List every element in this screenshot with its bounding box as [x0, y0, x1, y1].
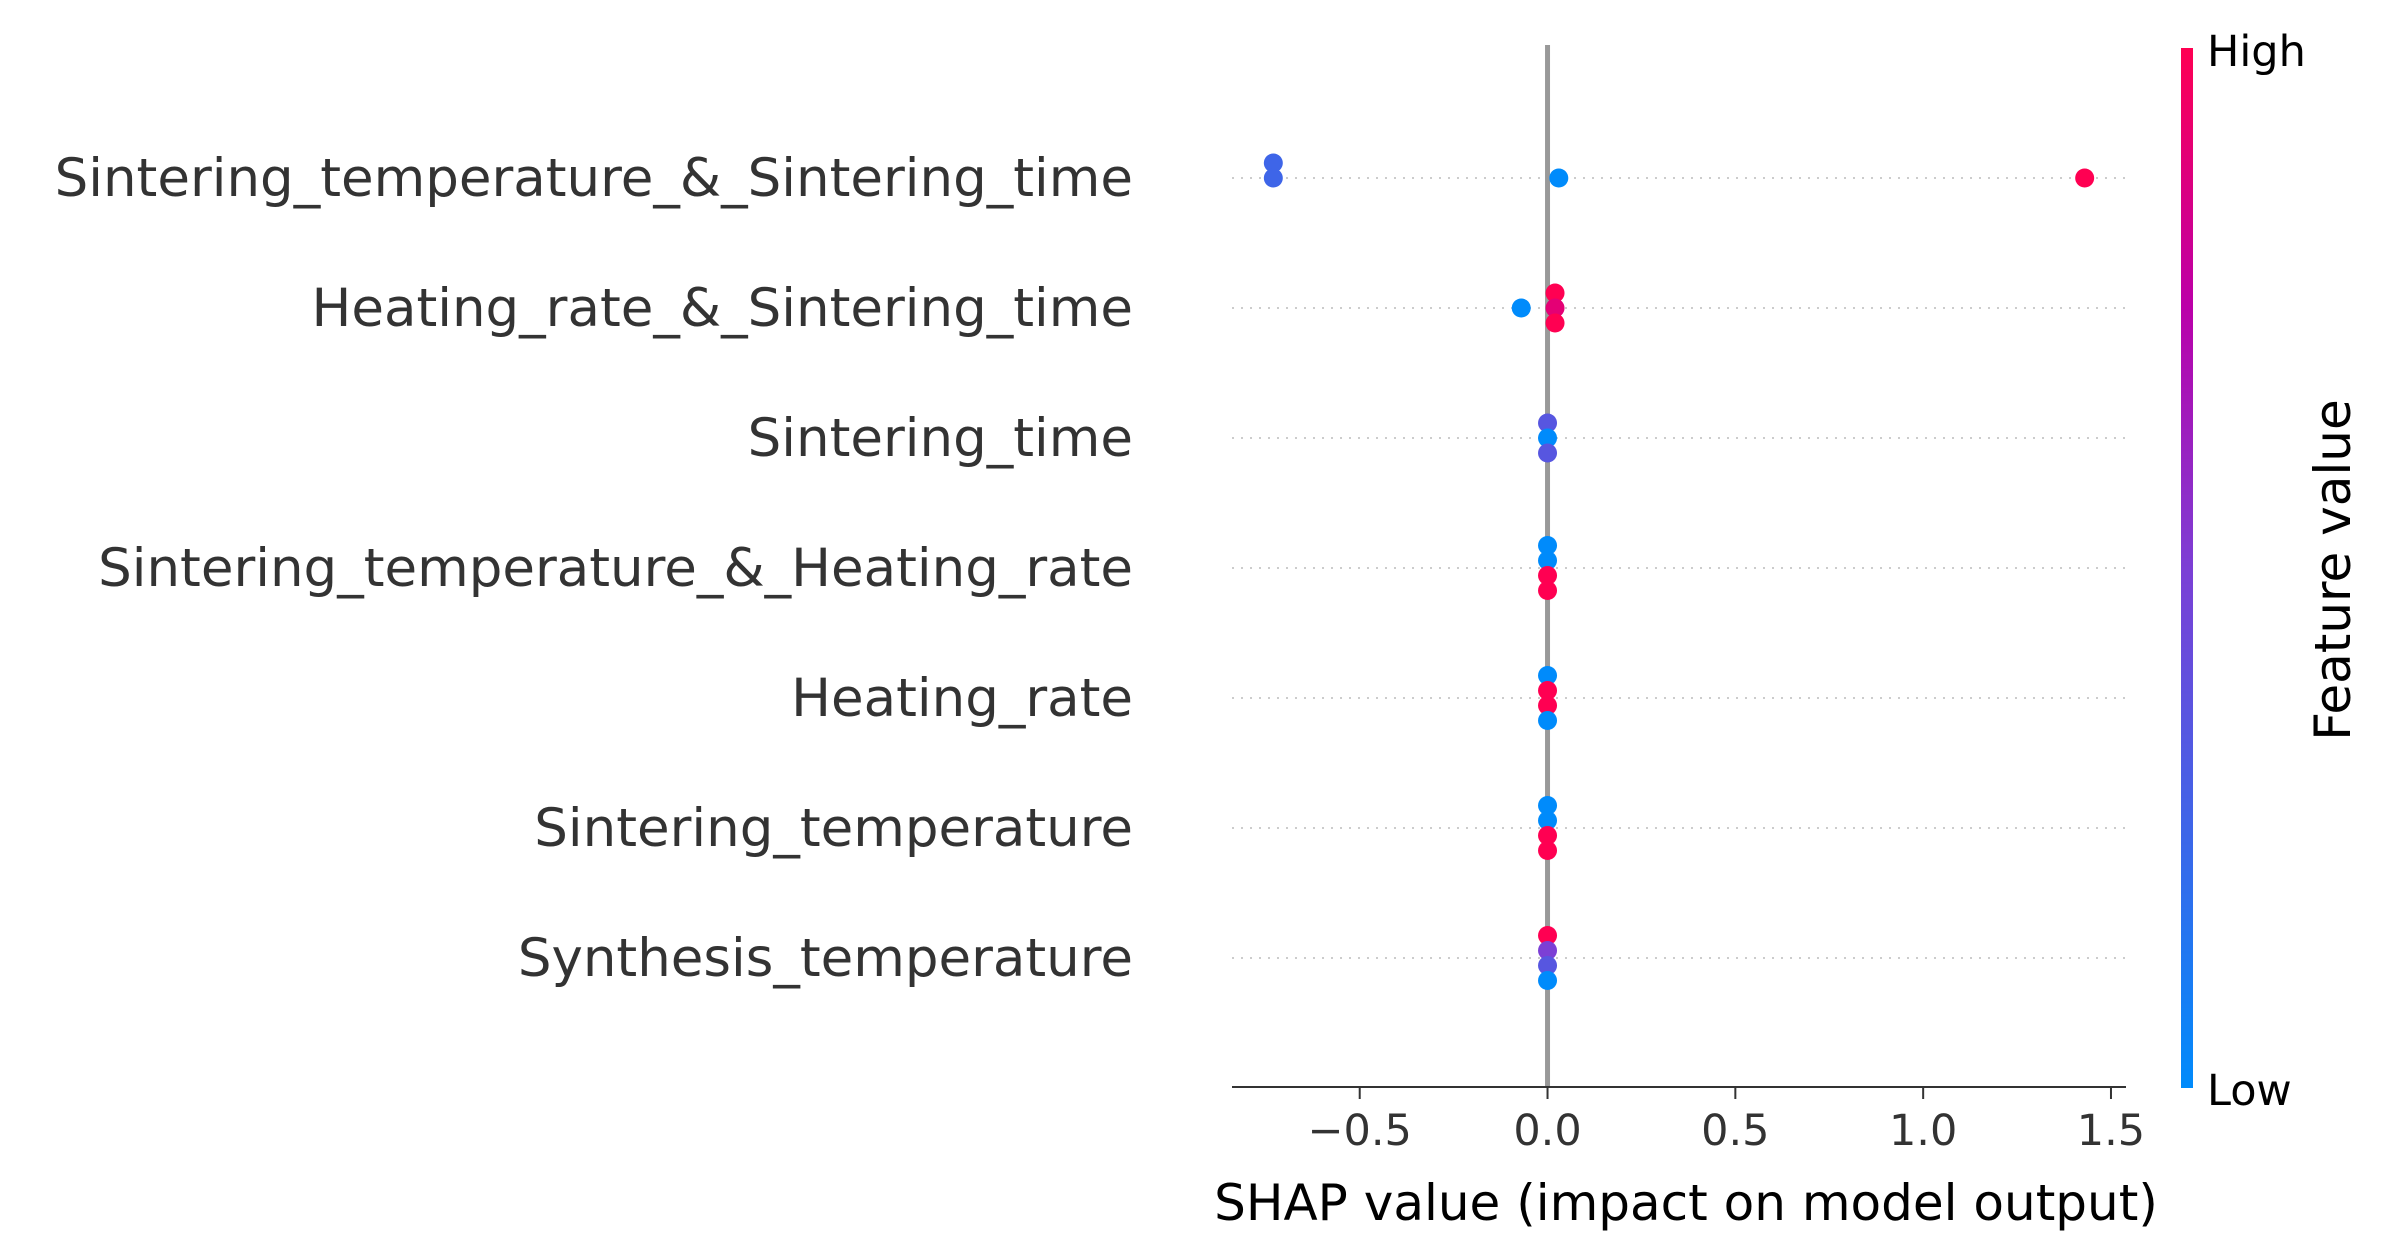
feature-label: Sintering_temperature_&_Heating_rate	[98, 538, 1133, 599]
colorbar-low-label: Low	[2207, 1066, 2292, 1116]
feature-labels: Sintering_temperature_&_Sintering_time He…	[55, 148, 1133, 989]
shap-point	[1545, 298, 1565, 318]
shap-point	[1538, 841, 1558, 860]
x-axis-label: SHAP value (impact on model output)	[1214, 1174, 2158, 1232]
shap-point	[1538, 941, 1558, 960]
shap-points	[1263, 153, 2095, 990]
shap-point	[1538, 971, 1558, 990]
shap-point	[1545, 283, 1565, 303]
x-tick-label: 1.5	[2077, 1106, 2145, 1156]
shap-point	[1538, 666, 1558, 685]
shap-point	[1538, 566, 1558, 585]
shap-point	[1538, 581, 1558, 600]
x-tick-label: 0.5	[1701, 1106, 1769, 1156]
feature-label: Sintering_temperature	[534, 798, 1133, 859]
x-tick-label: 1.0	[1889, 1106, 1957, 1156]
shap-point	[1538, 413, 1558, 433]
shap-point	[1538, 811, 1558, 830]
feature-label: Synthesis_temperature	[518, 928, 1133, 989]
shap-point	[1263, 168, 1283, 188]
feature-label: Sintering_time	[748, 408, 1133, 469]
x-axis-ticks: −0.5 0.0 0.5 1.0 1.5	[1308, 1087, 2145, 1156]
shap-point	[1538, 443, 1558, 463]
feature-label: Heating_rate	[791, 668, 1133, 729]
shap-point	[1538, 926, 1558, 945]
shap-point	[1538, 428, 1558, 448]
shap-point	[1549, 168, 1569, 188]
row-gridlines	[1232, 177, 2126, 959]
shap-point	[1538, 696, 1558, 715]
shap-point	[1538, 711, 1558, 730]
x-tick-label: −0.5	[1308, 1106, 1412, 1156]
shap-point	[1545, 313, 1565, 333]
shap-point	[1538, 551, 1558, 570]
shap-point	[1538, 826, 1558, 845]
feature-label: Heating_rate_&_Sintering_time	[312, 278, 1134, 339]
colorbar-high-label: High	[2207, 27, 2306, 77]
colorbar	[2181, 48, 2193, 1088]
shap-point	[2075, 168, 2095, 188]
colorbar-title: Feature value	[2304, 399, 2362, 740]
shap-point	[1263, 153, 1283, 173]
shap-point	[1538, 681, 1558, 700]
shap-point	[1511, 298, 1531, 318]
shap-point	[1538, 536, 1558, 555]
feature-label: Sintering_temperature_&_Sintering_time	[55, 148, 1133, 209]
x-tick-label: 0.0	[1513, 1106, 1581, 1156]
shap-point	[1538, 956, 1558, 975]
shap-point	[1538, 796, 1558, 815]
